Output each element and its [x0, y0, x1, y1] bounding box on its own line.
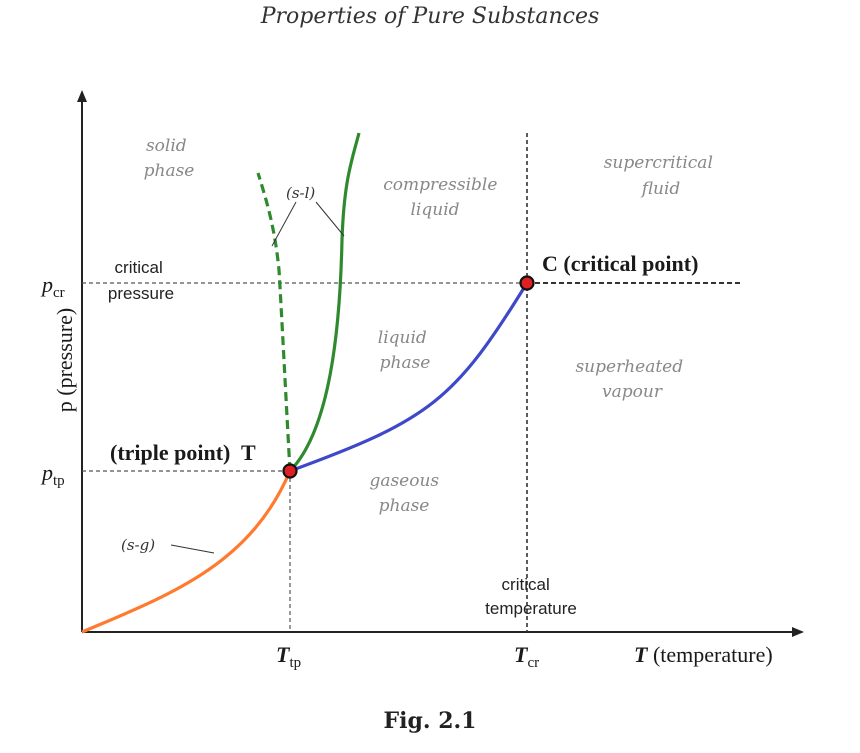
compressible-liquid-label: compressible liquid [383, 175, 503, 220]
sl-leader-solid [315, 201, 345, 237]
sg-leader [170, 544, 215, 554]
liquid-phase-label: liquid phase [378, 328, 432, 373]
triple-point-label: (triple point) T [110, 440, 256, 465]
t-tp-tick: Ttp [276, 642, 301, 671]
vaporization-curve [289, 282, 529, 473]
figure-caption: Fig. 2.1 [383, 708, 477, 734]
critical-point-label: C (critical point) [542, 251, 698, 276]
p-tp-tick: ptp [40, 460, 65, 489]
fusion-curve-water-dashed [256, 172, 292, 472]
critical-temperature-label: critical temperature [485, 575, 577, 618]
sl-leader-dashed [271, 201, 297, 247]
y-axis-label: p (pressure) [52, 308, 77, 412]
superheated-vapour-label: superheated vapour [575, 357, 688, 402]
fusion-curve [288, 132, 361, 473]
supercritical-fluid-label: supercritical fluid [604, 153, 719, 199]
t-cr-tick: Tcr [514, 642, 539, 671]
critical-point-marker [519, 275, 535, 291]
triple-point-marker [282, 463, 298, 479]
sg-curve-label: (s-g) [121, 536, 155, 554]
gaseous-phase-label: gaseous phase [369, 471, 444, 516]
critical-pressure-label: critical pressure [108, 258, 174, 303]
page-header: Properties of Pure Substances [260, 4, 600, 29]
p-cr-tick: pcr [40, 272, 65, 301]
x-axis-label: T (temperature) [634, 642, 773, 667]
sl-curve-label: (s-l) [286, 184, 315, 202]
solid-phase-label: solid phase [144, 136, 195, 181]
sublimation-curve [81, 470, 292, 634]
